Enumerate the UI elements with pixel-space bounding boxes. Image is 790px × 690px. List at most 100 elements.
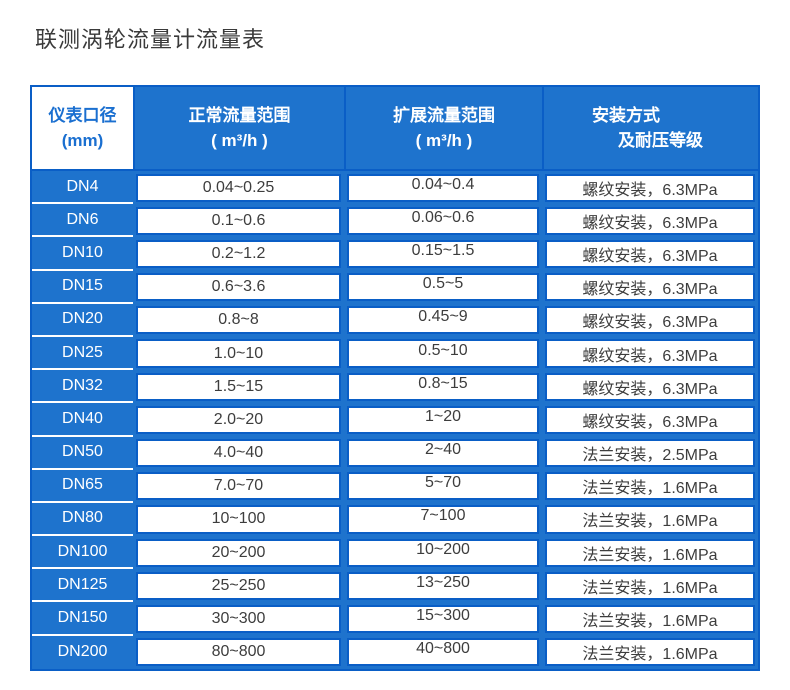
cell-extended-range: 40~800 bbox=[344, 636, 542, 669]
cell-installation: 螺纹安装，6.3MPa bbox=[542, 337, 758, 370]
row-diameter-cell: DN4 bbox=[32, 171, 133, 205]
cell-box: 法兰安装，1.6MPa bbox=[545, 505, 755, 534]
cell-extended-range: 0.15~1.5 bbox=[344, 237, 542, 270]
header-diameter: 仪表口径 (mm) bbox=[32, 87, 133, 171]
cell-installation: 螺纹安装，6.3MPa bbox=[542, 304, 758, 337]
cell-extended-range: 13~250 bbox=[344, 569, 542, 602]
cell-box: 30~300 bbox=[136, 604, 341, 634]
cell-normal-range: 0.04~0.25 bbox=[133, 171, 344, 204]
cell-box: 2~40 bbox=[347, 439, 539, 468]
cell-text: 2.0~20 bbox=[213, 410, 264, 428]
cell-text: 30~300 bbox=[211, 610, 266, 628]
cell-extended-range: 10~200 bbox=[344, 536, 542, 569]
row-diameter-cell: DN40 bbox=[32, 403, 133, 437]
cell-text: 螺纹安装，6.3MPa bbox=[582, 314, 718, 332]
cell-normal-range: 1.5~15 bbox=[133, 370, 344, 403]
cell-box: 螺纹安装，6.3MPa bbox=[545, 173, 755, 202]
cell-text: 7.0~70 bbox=[213, 477, 264, 495]
cell-box: 7~100 bbox=[347, 505, 539, 534]
cell-normal-range: 80~800 bbox=[133, 636, 344, 669]
cell-box: 15~300 bbox=[347, 604, 539, 634]
cell-installation: 螺纹安装，6.3MPa bbox=[542, 370, 758, 403]
header-diameter-label: 仪表口径 bbox=[48, 105, 117, 125]
cell-box: 法兰安装，1.6MPa bbox=[545, 604, 755, 634]
cell-normal-range: 20~200 bbox=[133, 536, 344, 569]
cell-installation: 法兰安装，2.5MPa bbox=[542, 437, 758, 470]
cell-box: 1.5~15 bbox=[136, 372, 341, 401]
cell-text: 0.1~0.6 bbox=[211, 211, 266, 229]
cell-text: 5~70 bbox=[424, 474, 462, 492]
cell-normal-range: 0.6~3.6 bbox=[133, 271, 344, 304]
cell-text: 7~100 bbox=[420, 507, 466, 525]
cell-installation: 螺纹安装，6.3MPa bbox=[542, 271, 758, 304]
cell-box: 螺纹安装，6.3MPa bbox=[545, 273, 755, 302]
cell-extended-range: 5~70 bbox=[344, 470, 542, 503]
cell-box: 25~250 bbox=[136, 571, 341, 600]
cell-box: 法兰安装，1.6MPa bbox=[545, 538, 755, 567]
row-diameter-cell: DN15 bbox=[32, 271, 133, 304]
cell-box: 螺纹安装，6.3MPa bbox=[545, 405, 755, 434]
row-diameter-cell: DN20 bbox=[32, 304, 133, 337]
row-diameter-cell: DN150 bbox=[32, 602, 133, 636]
cell-box: 螺纹安装，6.3MPa bbox=[545, 372, 755, 401]
cell-text: 15~300 bbox=[416, 607, 470, 625]
cell-text: 法兰安装，2.5MPa bbox=[582, 447, 718, 465]
cell-box: 1~20 bbox=[347, 405, 539, 434]
cell-normal-range: 0.8~8 bbox=[133, 304, 344, 337]
cell-text: 螺纹安装，6.3MPa bbox=[582, 281, 718, 299]
cell-extended-range: 0.5~5 bbox=[344, 271, 542, 304]
cell-text: 0.6~3.6 bbox=[211, 278, 266, 296]
cell-box: 0.06~0.6 bbox=[347, 206, 539, 235]
cell-text: 螺纹安装，6.3MPa bbox=[582, 380, 718, 398]
cell-extended-range: 0.5~10 bbox=[344, 337, 542, 370]
cell-text: 20~200 bbox=[211, 543, 266, 561]
cell-installation: 螺纹安装，6.3MPa bbox=[542, 171, 758, 204]
cell-normal-range: 2.0~20 bbox=[133, 403, 344, 436]
cell-installation: 法兰安装，1.6MPa bbox=[542, 470, 758, 503]
cell-box: 法兰安装，2.5MPa bbox=[545, 439, 755, 468]
row-diameter-cell: DN10 bbox=[32, 237, 133, 271]
cell-text: 1.5~15 bbox=[213, 377, 264, 395]
cell-box: 0.04~0.4 bbox=[347, 173, 539, 202]
cell-installation: 法兰安装，1.6MPa bbox=[542, 602, 758, 635]
cell-text: 2~40 bbox=[424, 441, 462, 459]
cell-extended-range: 0.06~0.6 bbox=[344, 204, 542, 237]
header-normal-range-label: 正常流量范围 bbox=[188, 105, 291, 125]
cell-box: 螺纹安装，6.3MPa bbox=[545, 306, 755, 335]
cell-text: 0.8~8 bbox=[218, 311, 259, 329]
row-diameter-cell: DN100 bbox=[32, 536, 133, 570]
cell-normal-range: 10~100 bbox=[133, 503, 344, 536]
cell-text: 4.0~40 bbox=[213, 444, 264, 462]
cell-box: 螺纹安装，6.3MPa bbox=[545, 239, 755, 269]
header-extended-range-unit: ( m³/h ) bbox=[415, 131, 473, 150]
header-installation: 安装方式 及耐压等级 bbox=[542, 87, 758, 171]
row-diameter-cell: DN32 bbox=[32, 370, 133, 404]
cell-normal-range: 1.0~10 bbox=[133, 337, 344, 370]
cell-text: 10~100 bbox=[211, 510, 266, 528]
cell-extended-range: 1~20 bbox=[344, 403, 542, 436]
cell-text: 1.0~10 bbox=[213, 344, 264, 362]
cell-installation: 法兰安装，1.6MPa bbox=[542, 569, 758, 602]
row-diameter-cell: DN25 bbox=[32, 337, 133, 371]
cell-box: 法兰安装，1.6MPa bbox=[545, 638, 755, 667]
cell-box: 螺纹安装，6.3MPa bbox=[545, 339, 755, 368]
cell-box: 5~70 bbox=[347, 472, 539, 501]
page-title: 联测涡轮流量计流量表 bbox=[35, 27, 266, 52]
cell-text: 0.15~1.5 bbox=[411, 241, 475, 259]
row-diameter-cell: DN65 bbox=[32, 470, 133, 503]
cell-text: 法兰安装，1.6MPa bbox=[582, 646, 718, 664]
cell-extended-range: 0.8~15 bbox=[344, 370, 542, 403]
cell-normal-range: 7.0~70 bbox=[133, 470, 344, 503]
cell-box: 0.8~15 bbox=[347, 372, 539, 401]
cell-text: 螺纹安装，6.3MPa bbox=[582, 247, 718, 265]
cell-box: 1.0~10 bbox=[136, 339, 341, 368]
cell-box: 0.1~0.6 bbox=[136, 206, 341, 235]
row-diameter-cell: DN200 bbox=[57, 643, 108, 661]
cell-text: 0.04~0.4 bbox=[411, 175, 475, 193]
cell-box: 2.0~20 bbox=[136, 405, 341, 434]
cell-text: 80~800 bbox=[211, 643, 266, 661]
row-diameter-cell: DN50 bbox=[32, 437, 133, 470]
cell-installation: 螺纹安装，6.3MPa bbox=[542, 237, 758, 270]
cell-text: 0.06~0.6 bbox=[411, 208, 475, 226]
